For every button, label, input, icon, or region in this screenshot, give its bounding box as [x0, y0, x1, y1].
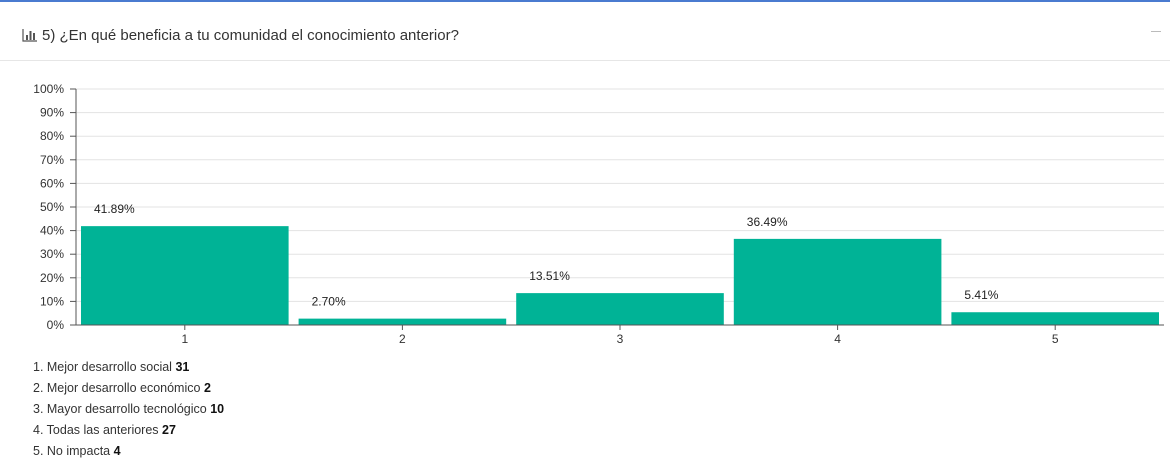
bar-value-label: 36.49%: [747, 215, 788, 229]
bar-3: [516, 293, 724, 325]
legend-item: 1. Mejor desarrollo social 31: [33, 357, 224, 378]
x-tick-label: 5: [1052, 332, 1059, 346]
y-tick-label: 0%: [47, 318, 65, 332]
bar-2: [298, 318, 507, 325]
y-axis-tick-labels: 0% 10% 20% 30% 40% 50% 60% 70% 80% 90% 100%: [33, 82, 76, 332]
y-tick-label: 70%: [40, 153, 64, 167]
y-tick-label: 40%: [40, 224, 64, 238]
legend-item: 5. No impacta 4: [33, 441, 224, 462]
collapse-button[interactable]: [1148, 20, 1164, 40]
bar-value-label: 2.70%: [312, 295, 346, 309]
x-tick-label: 1: [181, 332, 188, 346]
bar-value-labels: 41.89% 2.70% 13.51% 36.49% 5.41%: [94, 202, 999, 308]
x-tick-label: 4: [834, 332, 841, 346]
legend-item-label: 3. Mayor desarrollo tecnológico: [33, 402, 207, 416]
legend-item-count: 10: [210, 402, 225, 416]
grid-lines: [76, 88, 1164, 302]
legend-item-label: 2. Mejor desarrollo económico: [33, 381, 201, 395]
chart-title: 5) ¿En qué beneficia a tu comunidad el c…: [42, 27, 459, 44]
bar-chart: 0% 10% 20% 30% 40% 50% 60% 70% 80% 90% 100% 41.89%…: [33, 82, 1164, 346]
panel-header: 5) ¿En qué beneficia a tu comunidad el c…: [0, 2, 1170, 61]
y-tick-label: 90%: [40, 106, 64, 120]
legend-item: 4. Todas las anteriores 27: [33, 420, 224, 441]
x-tick-label: 3: [617, 332, 624, 346]
bar-1: [81, 226, 289, 325]
bar-chart-icon: [22, 29, 37, 42]
legend: 1. Mejor desarrollo social 31 2. Mejor de…: [33, 357, 224, 462]
legend-item: 2. Mejor desarrollo económico 2: [33, 378, 224, 399]
bar-5: [951, 312, 1159, 325]
legend-item-label: 1. Mejor desarrollo social: [33, 360, 172, 374]
bar-value-label: 13.51%: [529, 269, 570, 283]
y-tick-label: 10%: [40, 294, 64, 308]
y-tick-label: 30%: [40, 247, 64, 261]
legend-item-label: 5. No impacta: [33, 444, 111, 458]
y-tick-label: 60%: [40, 176, 64, 190]
x-axis-tick-labels: 1 2 3 4 5: [181, 325, 1059, 346]
bar-value-label: 41.89%: [94, 202, 135, 216]
y-tick-label: 100%: [33, 82, 64, 96]
x-tick-label: 2: [399, 332, 406, 346]
y-tick-label: 50%: [40, 200, 64, 214]
panel-top-border: [0, 0, 1170, 2]
bar-4: [733, 238, 942, 325]
legend-item-count: 27: [162, 423, 176, 437]
bars: [81, 226, 1159, 325]
legend-item-count: 4: [113, 444, 121, 458]
legend-item: 3. Mayor desarrollo tecnológico 10: [33, 399, 224, 420]
legend-item-label: 4. Todas las anteriores: [33, 423, 159, 437]
legend-item-count: 2: [203, 381, 211, 395]
y-tick-label: 80%: [40, 129, 64, 143]
bar-value-label: 5.41%: [964, 288, 998, 302]
legend-item-count: 31: [175, 360, 190, 374]
y-tick-label: 20%: [40, 271, 64, 285]
